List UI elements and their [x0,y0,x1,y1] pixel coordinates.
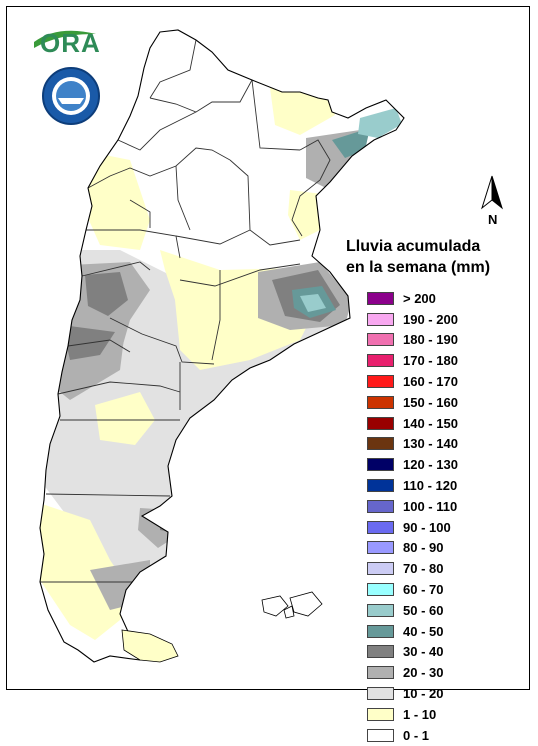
legend-item: 90 - 100 [367,517,517,538]
legend-swatch [367,458,394,472]
legend-swatch [367,645,394,659]
legend-swatch [367,666,394,680]
legend-swatch [367,437,394,451]
legend-swatch [367,562,394,576]
north-arrow-label: N [488,212,498,227]
legend-label: 160 - 170 [403,374,458,390]
legend: > 200 190 - 200 180 - 190 170 - 180 160 - 17… [367,288,517,746]
legend-item: 0 - 1 [367,725,517,746]
legend-label: 1 - 10 [403,706,437,722]
legend-item: 40 - 50 [367,621,517,642]
legend-label: 0 - 1 [403,727,430,743]
legend-item: 130 - 140 [367,434,517,455]
legend-item: 80 - 90 [367,538,517,559]
legend-item: 140 - 150 [367,413,517,434]
legend-title: Lluvia acumulada en la semana (mm) [346,236,526,278]
legend-swatch [367,416,394,430]
legend-label: 170 - 180 [403,353,458,369]
rainfall-map [34,29,503,663]
legend-item: > 200 [367,288,517,309]
legend-label: > 200 [403,290,436,306]
legend-swatch [367,583,394,597]
legend-item: 160 - 170 [367,371,517,392]
legend-item: 1 - 10 [367,704,517,725]
legend-label: 130 - 140 [403,436,458,452]
north-arrow-icon [481,175,503,210]
country-outline [39,29,405,663]
legend-swatch [367,354,394,368]
legend-title-line2: en la semana (mm) [346,259,491,276]
legend-item: 170 - 180 [367,350,517,371]
legend-item: 70 - 80 [367,558,517,579]
legend-swatch [367,395,394,409]
legend-swatch [367,520,394,534]
legend-swatch [367,728,394,742]
legend-label: 10 - 20 [403,686,444,702]
legend-swatch [367,603,394,617]
legend-label: 80 - 90 [403,540,444,556]
legend-label: 180 - 190 [403,332,458,348]
legend-swatch [367,687,394,701]
legend-swatch [367,707,394,721]
legend-swatch [367,499,394,513]
legend-swatch [367,479,394,493]
legend-item: 180 - 190 [367,330,517,351]
legend-label: 30 - 40 [403,644,444,660]
legend-item: 10 - 20 [367,683,517,704]
legend-swatch [367,541,394,555]
legend-label: 150 - 160 [403,394,458,410]
legend-item: 120 - 130 [367,454,517,475]
smn-seal-icon [42,67,100,125]
malvinas-islands [261,591,323,619]
legend-label: 120 - 130 [403,457,458,473]
legend-item: 60 - 70 [367,579,517,600]
legend-swatch [367,291,394,305]
legend-label: 110 - 120 [403,478,458,494]
legend-label: 50 - 60 [403,602,444,618]
legend-item: 50 - 60 [367,600,517,621]
ora-logo-text: ORA [40,28,101,58]
legend-label: 90 - 100 [403,519,451,535]
legend-label: 20 - 30 [403,665,444,681]
legend-swatch [367,375,394,389]
legend-label: 60 - 70 [403,582,444,598]
legend-label: 100 - 110 [403,498,458,514]
legend-swatch [367,624,394,638]
legend-item: 30 - 40 [367,642,517,663]
legend-item: 100 - 110 [367,496,517,517]
legend-title-line1: Lluvia acumulada [346,238,481,255]
legend-item: 150 - 160 [367,392,517,413]
province-borders [40,39,331,583]
ora-logo-icon [34,30,96,48]
legend-item: 110 - 120 [367,475,517,496]
legend-label: 190 - 200 [403,311,458,327]
legend-item: 190 - 200 [367,309,517,330]
tierra-del-fuego [121,629,179,663]
legend-label: 40 - 50 [403,623,444,639]
legend-swatch [367,312,394,326]
legend-label: 70 - 80 [403,561,444,577]
legend-swatch [367,333,394,347]
legend-label: 140 - 150 [403,415,458,431]
legend-item: 20 - 30 [367,662,517,683]
